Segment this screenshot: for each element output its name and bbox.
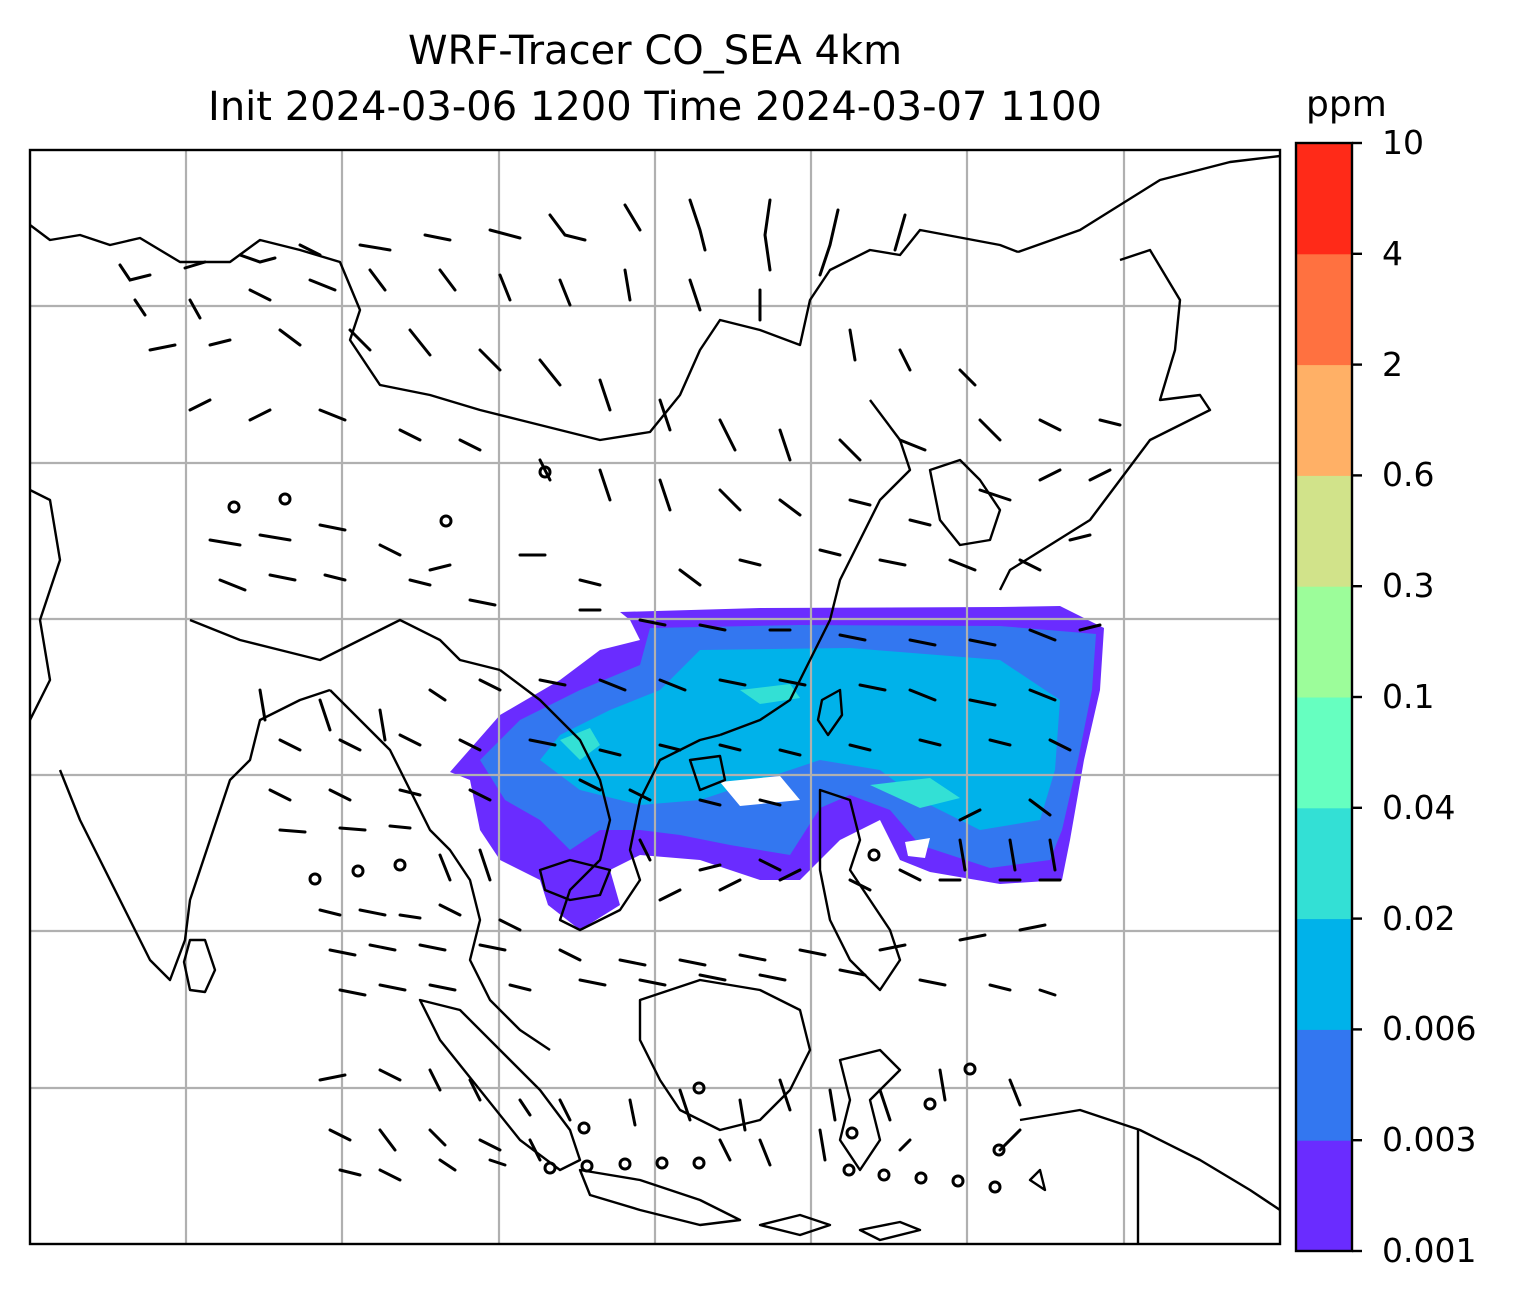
map-title-line-2: Init 2024-03-06 1200 Time 2024-03-07 110…	[208, 84, 1102, 130]
colorbar-segment	[1296, 918, 1352, 1030]
colorbar-segment	[1296, 475, 1352, 587]
colorbar	[1294, 141, 1362, 1253]
colorbar-tick-label: 0.003	[1382, 1120, 1477, 1160]
colorbar-tick-label: 4	[1382, 233, 1403, 273]
colorbar-tick-label: 0.001	[1382, 1231, 1477, 1270]
colorbar-tick-label: 0.02	[1382, 898, 1456, 938]
colorbar-tick-label: 0.6	[1382, 455, 1435, 495]
colorbar-tick-label: 0.3	[1382, 566, 1435, 606]
colorbar-unit: ppm	[1306, 84, 1387, 125]
colorbar-segment	[1296, 586, 1352, 698]
calm-wind-markers	[227, 465, 1006, 1194]
wind-barbs	[118, 198, 1122, 1182]
colorbar-segment	[1296, 253, 1352, 366]
colorbar-segment	[1296, 807, 1352, 920]
colorbar-tick-label: 0.04	[1382, 787, 1456, 827]
map-gridlines	[30, 150, 1280, 1244]
tracer-contour-peak	[560, 684, 960, 808]
colorbar-segment	[1296, 143, 1352, 255]
map-title-line-1: WRF-Tracer CO_SEA 4km	[407, 28, 903, 74]
colorbar-segment	[1296, 697, 1352, 809]
colorbar-segment	[1296, 1029, 1352, 1141]
tracer-hole	[720, 776, 930, 858]
colorbar-tick-label: 0.1	[1382, 677, 1435, 716]
colorbar-segment	[1296, 364, 1352, 476]
colorbar-tick-label: 10	[1382, 123, 1424, 162]
colorbar-segment	[1296, 1140, 1352, 1252]
colorbar-tick-label: 2	[1382, 344, 1403, 384]
map-frame	[28, 148, 1282, 1246]
coastlines-and-borders	[30, 154, 1280, 1244]
colorbar-tick-label: 0.006	[1382, 1009, 1477, 1049]
